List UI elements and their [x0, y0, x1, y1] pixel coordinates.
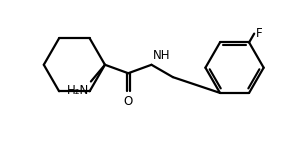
Text: H₂N: H₂N	[67, 84, 89, 97]
Text: NH: NH	[153, 49, 170, 62]
Text: O: O	[124, 95, 133, 108]
Text: F: F	[256, 27, 262, 40]
